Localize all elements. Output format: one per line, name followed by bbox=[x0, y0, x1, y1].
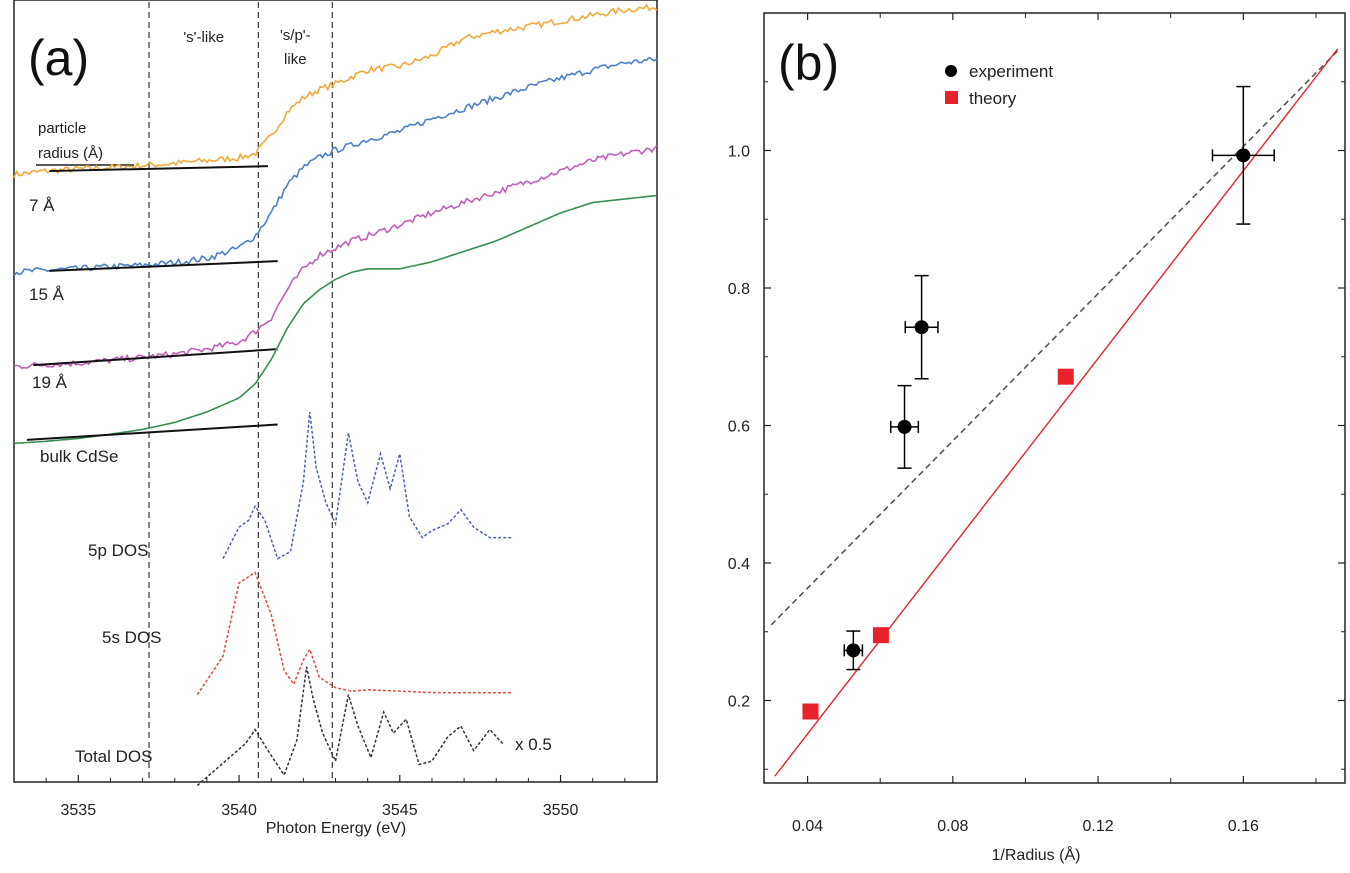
baseline-1 bbox=[49, 260, 278, 272]
experiment-marker bbox=[846, 643, 861, 658]
x-axis-a: 3535 3540 3545 3550 bbox=[45, 775, 626, 819]
y-tick-label-b-1: 0.4 bbox=[728, 556, 750, 573]
y-tick-label-b-2: 0.6 bbox=[728, 419, 750, 436]
panel-a-frame bbox=[13, 0, 658, 783]
baseline-0 bbox=[49, 165, 269, 173]
x-tick-label-b-3: 0.16 bbox=[1228, 818, 1259, 835]
theory-point-0 bbox=[802, 703, 819, 720]
trace-label-2: 19 Å bbox=[32, 373, 68, 392]
theory-point-2 bbox=[1057, 368, 1074, 385]
dos-scale-note: x 0.5 bbox=[515, 735, 552, 754]
x-tick-label-a-0: 3535 bbox=[61, 802, 97, 819]
spectrum-0 bbox=[13, 3, 658, 179]
x-tick-label-a-2: 3545 bbox=[382, 802, 418, 819]
dos-curve-0 bbox=[222, 411, 513, 560]
legend: experiment theory bbox=[945, 62, 1053, 108]
experiment-point-0 bbox=[843, 630, 864, 671]
size-header-line2: radius (Å) bbox=[38, 145, 103, 162]
fit-lines bbox=[770, 48, 1339, 777]
y-tick-label-b-0: 0.2 bbox=[728, 694, 750, 711]
theory-point-1 bbox=[872, 627, 889, 644]
dos-curve-1 bbox=[196, 571, 513, 696]
experiment-marker bbox=[914, 320, 929, 335]
xanes-spectra bbox=[13, 3, 658, 787]
spectrum-3 bbox=[13, 194, 658, 445]
panel-a-label: (a) bbox=[28, 30, 89, 86]
region-markers: 's'-like 's/p'- like bbox=[148, 2, 333, 782]
experiment-point-2 bbox=[904, 274, 939, 380]
fit-line-1 bbox=[774, 48, 1339, 777]
x-tick-label-b-1: 0.08 bbox=[937, 818, 968, 835]
x-axis-title-a: Photon Energy (eV) bbox=[266, 820, 407, 837]
trace-labels: 7 Å 15 Å 19 Å bulk CdSe 5p DOS 5s DOS Total DO… bbox=[29, 196, 162, 766]
trace-label-3: bulk CdSe bbox=[40, 447, 118, 466]
experiment-marker bbox=[897, 419, 912, 434]
legend-experiment-label: experiment bbox=[969, 62, 1053, 81]
x-tick-label-b-2: 0.12 bbox=[1083, 818, 1114, 835]
data-points bbox=[802, 85, 1275, 720]
x-tick-label-a-3: 3550 bbox=[543, 802, 579, 819]
experiment-marker bbox=[1236, 148, 1251, 163]
region-label-2: like bbox=[284, 51, 307, 68]
trace-label-0: 7 Å bbox=[29, 196, 55, 215]
dos-label-1: 5s DOS bbox=[102, 628, 162, 647]
x-tick-label-b-0: 0.04 bbox=[792, 818, 823, 835]
region-label-1: 's/p'- bbox=[280, 27, 311, 44]
trace-label-1: 15 Å bbox=[29, 285, 65, 304]
axes-b: 0.04 0.08 0.12 0.16 0.2 0.4 0.6 0.8 1.0 bbox=[728, 13, 1345, 835]
size-header-line1: particle bbox=[38, 120, 86, 137]
panel-b-label: (b) bbox=[778, 35, 839, 91]
spectrum-2 bbox=[13, 144, 658, 370]
y-tick-label-b-4: 1.0 bbox=[728, 144, 750, 161]
dos-label-2: Total DOS bbox=[75, 747, 152, 766]
legend-experiment-marker bbox=[945, 65, 957, 77]
baseline-2 bbox=[33, 348, 278, 367]
experiment-point-1 bbox=[889, 384, 920, 469]
baseline-3 bbox=[26, 423, 278, 441]
legend-theory-label: theory bbox=[969, 89, 1017, 108]
legend-theory-marker bbox=[945, 91, 958, 104]
panel-b: (b) experiment theory 0.04 0.08 0.12 0.160.… bbox=[728, 12, 1346, 864]
region-label-0: 's'-like bbox=[183, 29, 224, 46]
spectrum-1 bbox=[13, 56, 658, 276]
fit-line-0 bbox=[770, 50, 1339, 626]
dos-label-0: 5p DOS bbox=[88, 541, 148, 560]
y-tick-label-b-3: 0.8 bbox=[728, 281, 750, 298]
x-tick-label-a-1: 3540 bbox=[221, 802, 257, 819]
experiment-point-3 bbox=[1211, 85, 1275, 225]
x-axis-title-b: 1/Radius (Å) bbox=[992, 845, 1081, 864]
dos-curve-2 bbox=[196, 666, 504, 787]
panel-a: (a) particle radius (Å) 's'-like 's/p'- li… bbox=[13, 0, 658, 837]
panel-b-frame bbox=[763, 12, 1346, 784]
